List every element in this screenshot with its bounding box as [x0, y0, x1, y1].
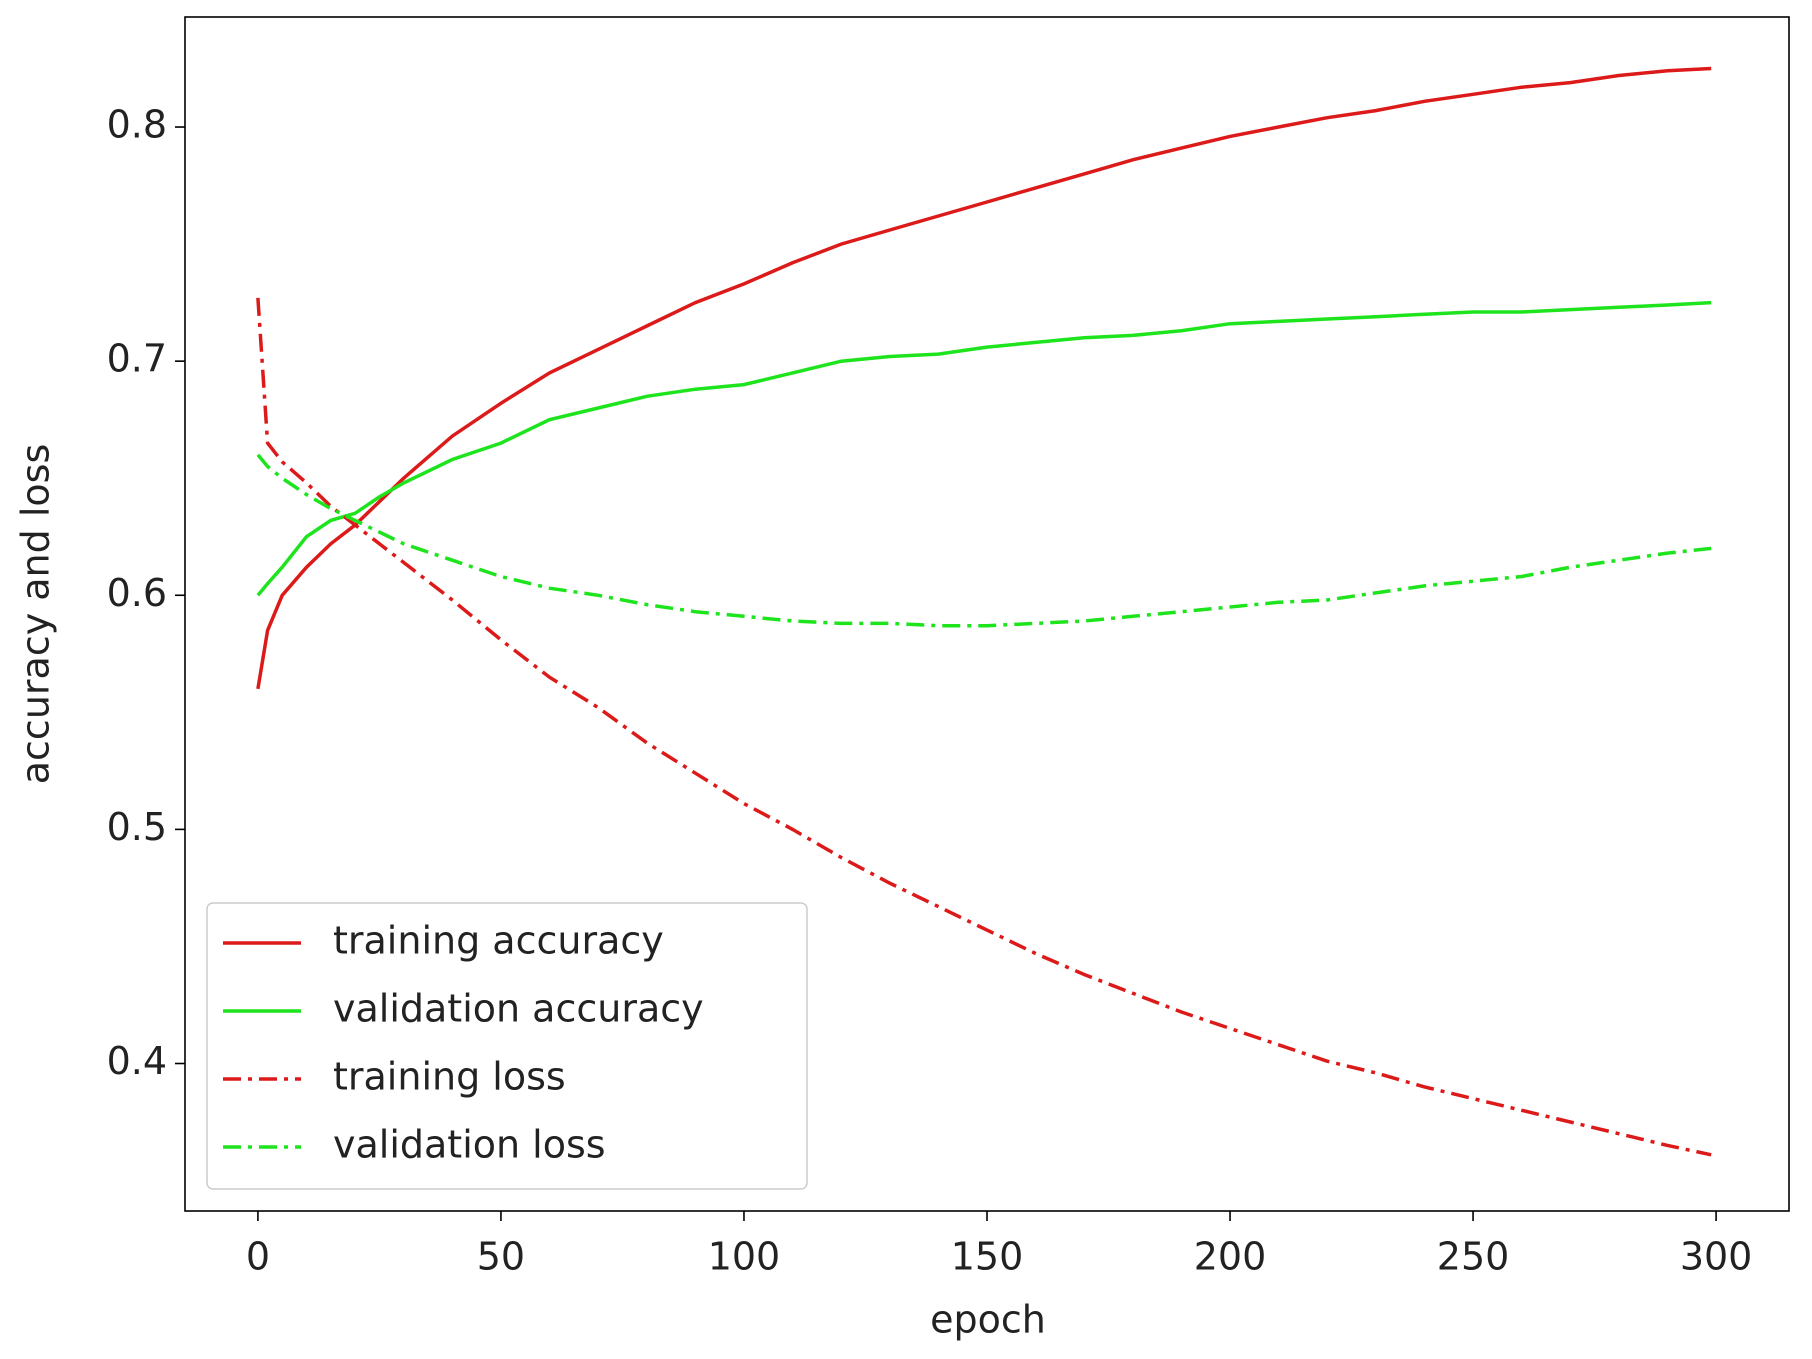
x-axis-label: epoch — [930, 1298, 1046, 1342]
data-line — [256, 297, 1712, 1157]
data-line — [256, 300, 1712, 597]
x-tick-label: 200 — [1194, 1235, 1267, 1279]
y-tick-label: 0.5 — [107, 805, 167, 849]
legend-label: training accuracy — [333, 919, 664, 963]
legend: training accuracy validation accuracy trai… — [206, 902, 808, 1190]
y-tick-label: 0.8 — [107, 103, 167, 147]
x-tick-label: 300 — [1680, 1235, 1753, 1279]
legend-box — [206, 902, 808, 1190]
y-tick-label: 0.4 — [107, 1039, 167, 1083]
x-tick-label: 150 — [951, 1235, 1024, 1279]
x-tick-label: 250 — [1437, 1235, 1510, 1279]
x-tick-label: 50 — [477, 1235, 525, 1279]
x-tick-label: 0 — [246, 1235, 270, 1279]
x-tick-label: 100 — [708, 1235, 781, 1279]
plot-frame — [184, 16, 1790, 1212]
y-tick-label: 0.6 — [107, 571, 167, 615]
y-axis-label: accuracy and loss — [14, 444, 58, 785]
y-tick-label: 0.7 — [107, 337, 167, 381]
legend-label: validation loss — [333, 1123, 606, 1167]
legend-label: training loss — [333, 1055, 566, 1099]
legend-label: validation accuracy — [333, 987, 704, 1031]
data-line — [256, 66, 1712, 690]
data-line — [256, 453, 1712, 628]
